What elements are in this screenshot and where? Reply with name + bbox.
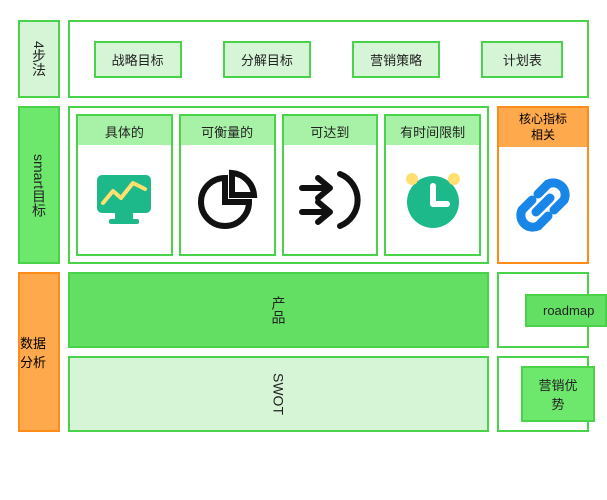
smart-card-0: 具体的 bbox=[76, 114, 173, 256]
smart-title-1: 可衡量的 bbox=[181, 116, 274, 145]
row2-right: 核心指标 相关 bbox=[497, 106, 589, 264]
row2-panel: 具体的 可衡量的 可达到 bbox=[68, 106, 489, 264]
row4-label: SWOT bbox=[68, 356, 489, 432]
row2-label: smart目标 bbox=[18, 106, 60, 264]
monitor-chart-icon bbox=[78, 145, 171, 254]
row3-panel: roadmap 核心功能 时间安排 bbox=[497, 272, 589, 348]
row1-label: 4步法 bbox=[18, 20, 60, 98]
row4-chip-0: 营销优势 bbox=[521, 366, 595, 422]
pie-icon bbox=[181, 145, 274, 254]
row3-right: 数据分析 bbox=[18, 272, 60, 432]
smart-title-3: 有时间限制 bbox=[386, 116, 479, 145]
smart-card-1: 可衡量的 bbox=[179, 114, 276, 256]
row1-chip-3: 计划表 bbox=[481, 41, 563, 78]
link-icon bbox=[510, 147, 576, 262]
smart-card-3: 有时间限制 bbox=[384, 114, 481, 256]
row1-panel: 战略目标 分解目标 营销策略 计划表 bbox=[68, 20, 589, 98]
smart-card-2: 可达到 bbox=[282, 114, 379, 256]
row2-right-title: 核心指标 相关 bbox=[499, 108, 587, 147]
row1-chip-0: 战略目标 bbox=[94, 41, 182, 78]
smart-title-0: 具体的 bbox=[78, 116, 171, 145]
row3-chip-0: roadmap bbox=[525, 294, 607, 327]
arrows-target-icon bbox=[284, 145, 377, 254]
smart-title-2: 可达到 bbox=[284, 116, 377, 145]
framework-grid: 4步法 战略目标 分解目标 营销策略 计划表 smart目标 具体的 可衡量的 bbox=[18, 20, 589, 432]
clock-icon bbox=[386, 145, 479, 254]
row1-chip-2: 营销策略 bbox=[352, 41, 440, 78]
row4-panel: 营销优势 营销劣势 机会 竞争对手 bbox=[497, 356, 589, 432]
row1-chip-1: 分解目标 bbox=[223, 41, 311, 78]
row3-label: 产品 bbox=[68, 272, 489, 348]
